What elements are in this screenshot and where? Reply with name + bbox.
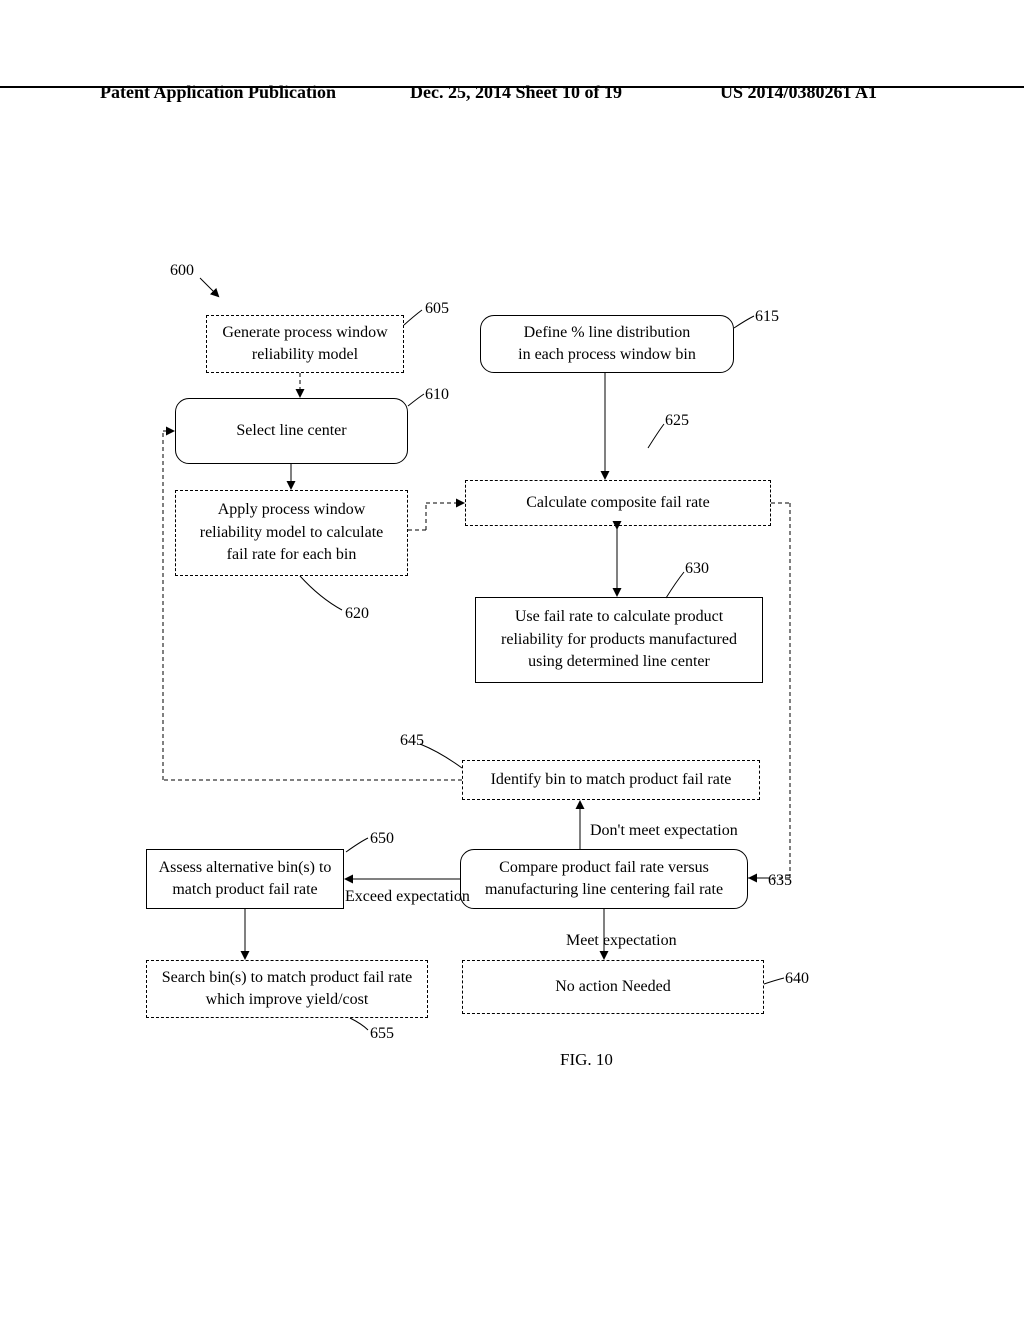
arrows-layer: [0, 0, 1024, 1320]
diagram-canvas: Generate process window reliability mode…: [0, 0, 1024, 1320]
